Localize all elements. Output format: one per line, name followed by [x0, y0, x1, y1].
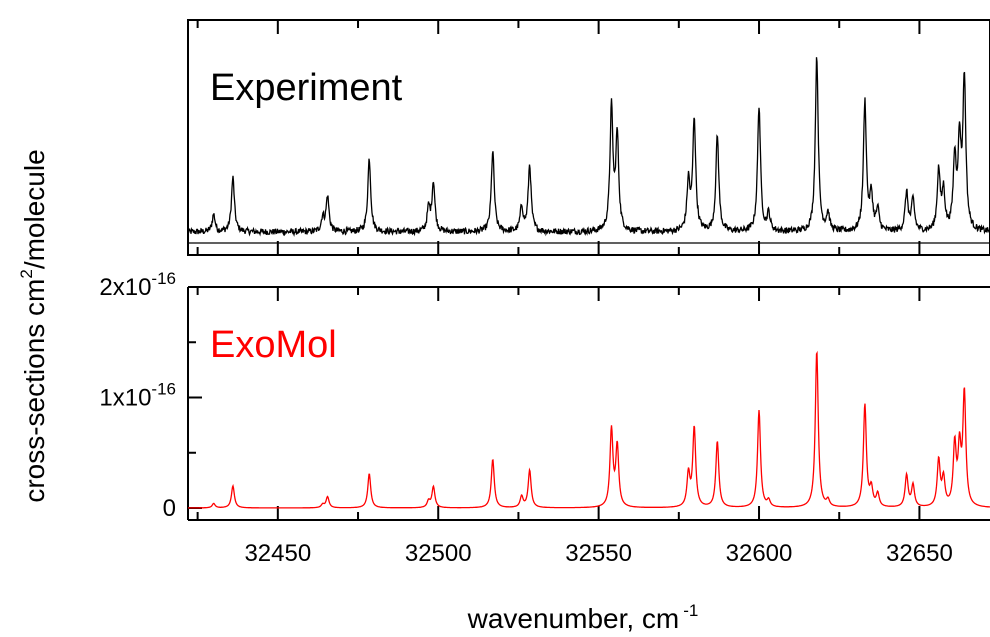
experiment-panel: Experiment — [187, 19, 990, 256]
y-tick-label: 0 — [163, 495, 176, 522]
y-axis-title-suffix: /molecule — [19, 149, 50, 269]
x-tick-label: 32450 — [244, 540, 311, 567]
x-axis-title-superscript: -1 — [683, 601, 698, 620]
experiment-spectrum-line — [187, 57, 990, 237]
y-tick-label-exponent: -16 — [151, 380, 176, 399]
y-axis-title: cross-sections cm2/molecule — [17, 149, 50, 502]
y-tick-label-base: 2x10 — [99, 274, 151, 301]
exomol-panel-label: ExoMol — [210, 324, 337, 366]
x-tick-label: 32500 — [405, 540, 472, 567]
exomol-spectrum-line — [188, 350, 990, 509]
experiment-x-ticks — [196, 20, 921, 255]
y-axis-title-superscript: 2 — [17, 269, 36, 278]
x-tick-label: 32550 — [565, 540, 632, 567]
y-axis-title-text: cross-sections cm — [19, 279, 50, 503]
y-tick-label-exponent: -16 — [151, 269, 176, 288]
x-tick-label: 32650 — [886, 540, 953, 567]
y-tick-label-base: 1x10 — [99, 385, 151, 412]
y-tick-label: 1x10-16 — [99, 380, 176, 412]
experiment-panel-label: Experiment — [210, 67, 403, 109]
experiment-plot-frame — [187, 19, 990, 256]
y-tick-label: 2x10-16 — [99, 269, 176, 301]
y-tick-label-base: 0 — [163, 495, 176, 522]
exomol-panel: 32450 32500 32550 32600 32650 01x10-162x10-1… — [99, 269, 990, 567]
x-axis-title-text: wavenumber, cm — [467, 603, 680, 634]
exomol-x-ticks: 32450 32500 32550 32600 32650 — [196, 287, 953, 567]
x-axis-title: wavenumber, cm -1 — [467, 601, 699, 634]
x-tick-label: 32600 — [726, 540, 793, 567]
